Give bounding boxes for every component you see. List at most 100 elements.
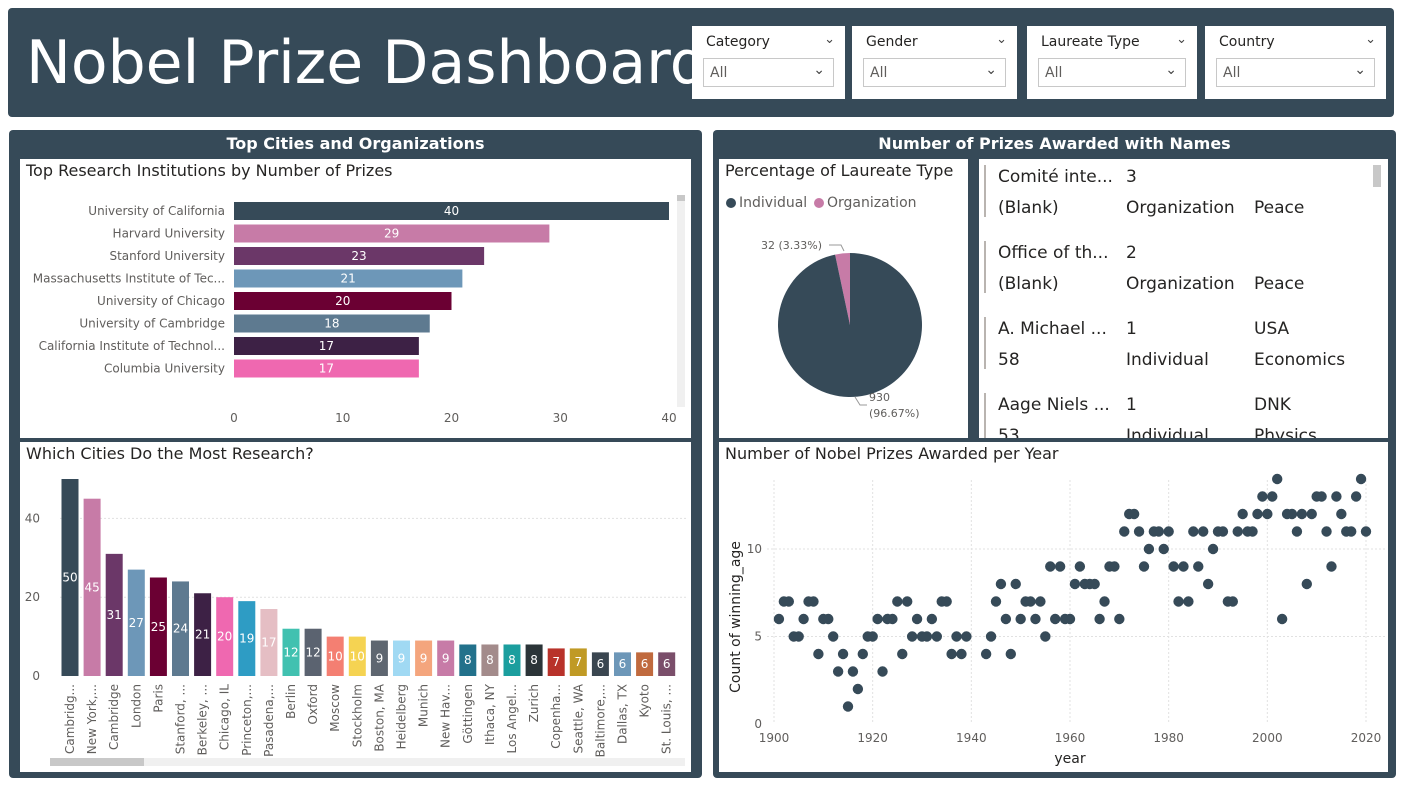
data-point[interactable] [1252,508,1263,520]
institutions-bar-chart[interactable]: 0 10 20 30 40 University of California 40 Harva… [20,159,691,438]
data-point[interactable] [1350,491,1362,502]
bar[interactable] [234,359,419,378]
bar[interactable] [83,498,101,676]
data-point[interactable] [783,596,794,607]
bar[interactable] [234,202,669,220]
data-point[interactable] [1143,543,1155,555]
data-point[interactable] [1360,526,1372,537]
data-point[interactable] [867,631,878,642]
chevron-down-icon[interactable]: ⌄ [824,32,835,47]
bar[interactable] [234,292,452,310]
data-point[interactable] [921,631,933,642]
vertical-scrollbar[interactable] [677,195,685,407]
data-point[interactable] [823,613,834,625]
bar[interactable] [348,636,366,676]
data-point[interactable] [1321,526,1332,537]
chevron-down-icon[interactable]: ⌄ [1365,32,1376,47]
data-point[interactable] [1138,561,1150,572]
bar[interactable] [304,628,322,676]
data-point[interactable] [1163,526,1174,537]
data-point[interactable] [1153,526,1164,537]
data-point[interactable] [985,631,997,642]
data-point[interactable] [1286,508,1298,520]
data-point[interactable] [961,631,972,642]
bar[interactable] [234,269,463,288]
bar[interactable] [569,648,587,676]
bar[interactable] [614,652,631,676]
institutions-card[interactable]: Top Research Institutions by Number of P… [20,159,691,438]
data-point[interactable] [1198,526,1209,537]
data-point[interactable] [832,666,844,677]
bar[interactable] [658,652,676,676]
data-point[interactable] [892,596,903,607]
data-point[interactable] [1074,561,1086,572]
data-point[interactable] [1217,526,1229,537]
bar[interactable] [547,648,565,676]
cities-card[interactable]: Which Cities Do the Most Research? 0 20 40… [20,442,691,772]
data-point[interactable] [813,648,824,660]
pie-slice[interactable] [835,253,850,325]
data-point[interactable] [911,613,923,625]
category-slicer[interactable]: Category ⌄ All ⌄ [692,26,845,99]
data-point[interactable] [897,648,908,660]
bar[interactable] [238,601,256,676]
data-point[interactable] [1050,613,1061,625]
bar[interactable] [415,640,433,676]
data-point[interactable] [1247,526,1258,537]
data-point[interactable] [951,631,962,642]
data-point[interactable] [1030,613,1041,625]
data-point[interactable] [1267,491,1278,502]
slicer-dropdown[interactable]: All ⌄ [703,58,834,87]
data-point[interactable] [980,648,992,660]
data-point[interactable] [1355,473,1367,485]
data-point[interactable] [956,648,967,660]
data-point[interactable] [1168,561,1179,572]
data-point[interactable] [1301,578,1312,590]
chevron-down-icon[interactable]: ⌄ [985,62,997,78]
per-year-card[interactable]: Number of Nobel Prizes Awarded per Year … [719,442,1388,772]
bar[interactable] [393,640,410,676]
bar[interactable] [234,337,419,355]
bar[interactable] [149,577,167,677]
chevron-down-icon[interactable]: ⌄ [813,62,825,78]
data-point[interactable] [842,701,854,712]
data-point[interactable] [1045,561,1056,572]
bar[interactable] [459,644,477,676]
bar[interactable] [591,652,609,676]
bar[interactable] [172,581,189,676]
bar[interactable] [105,553,123,676]
table-row[interactable]: Aage Niels ... 1 DNK 53 Individual Physi… [979,387,1388,438]
data-point[interactable] [990,596,1002,607]
data-point[interactable] [1276,613,1288,625]
data-point[interactable] [1094,613,1105,625]
data-point[interactable] [1128,508,1140,520]
data-point[interactable] [1000,613,1012,625]
data-point[interactable] [798,613,809,625]
data-point[interactable] [1202,578,1214,590]
data-point[interactable] [872,613,883,625]
scrollbar-thumb[interactable] [677,195,685,201]
bar[interactable] [234,247,485,265]
country-slicer[interactable]: Country ⌄ All ⌄ [1205,26,1386,99]
bar[interactable] [326,636,344,676]
scrollbar-thumb[interactable] [50,758,144,766]
data-point[interactable] [1183,596,1194,607]
bar[interactable] [61,479,79,676]
bar[interactable] [503,644,521,676]
data-point[interactable] [941,596,952,607]
chevron-down-icon[interactable]: ⌄ [1354,62,1366,78]
data-point[interactable] [1316,491,1327,502]
data-point[interactable] [1099,596,1110,607]
data-point[interactable] [1326,561,1337,572]
data-point[interactable] [902,596,913,607]
table-row[interactable]: A. Michael ... 1 USA 58 Individual Econo… [979,311,1388,387]
data-point[interactable] [1005,648,1016,660]
data-point[interactable] [1035,596,1046,607]
data-point[interactable] [1193,561,1204,572]
data-point[interactable] [1089,578,1100,590]
chevron-down-icon[interactable]: ⌄ [1165,62,1177,78]
data-point[interactable] [1133,526,1145,537]
data-point[interactable] [1010,578,1021,590]
data-point[interactable] [877,666,888,677]
bar[interactable] [234,224,550,243]
